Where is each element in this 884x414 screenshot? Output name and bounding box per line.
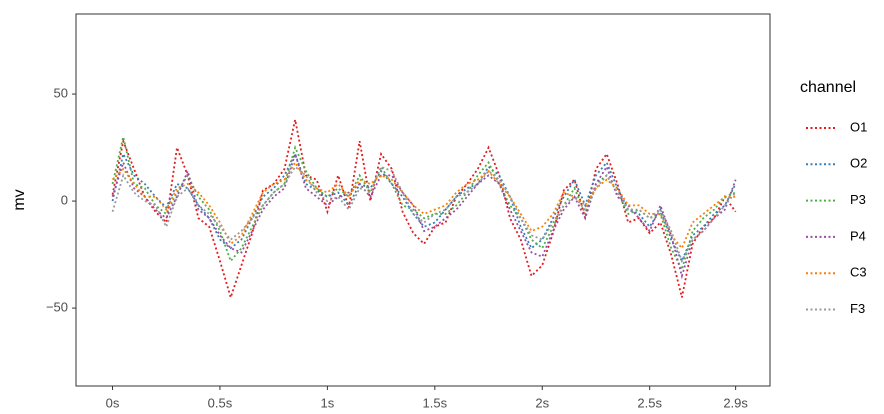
legend-label: F3	[850, 301, 865, 316]
x-tick-label: 1s	[321, 395, 335, 410]
line-series	[111, 165, 737, 264]
legend-label: C3	[850, 265, 867, 280]
plot-border	[75, 13, 771, 387]
x-tick-label: 0s	[106, 395, 120, 410]
legend-label: O1	[850, 119, 867, 134]
y-axis-title: mv	[11, 189, 28, 210]
line-series	[111, 151, 737, 264]
x-tick-label: 0.5s	[208, 395, 233, 410]
legend-title: channel	[800, 79, 856, 96]
x-tick-label: 2s	[535, 395, 549, 410]
line-series	[111, 150, 737, 280]
line-series	[111, 136, 736, 273]
legend-label: P4	[850, 228, 866, 243]
legend-label: O2	[850, 156, 867, 171]
y-tick-label: 0	[61, 193, 68, 208]
x-tick-label: 2.5s	[637, 395, 662, 410]
legend-label: P3	[850, 192, 866, 207]
x-tick-label: 1.5s	[423, 395, 448, 410]
y-tick-label: 50	[54, 85, 68, 100]
y-tick-label: −50	[46, 300, 68, 315]
x-tick-label: 2.9s	[723, 395, 748, 410]
